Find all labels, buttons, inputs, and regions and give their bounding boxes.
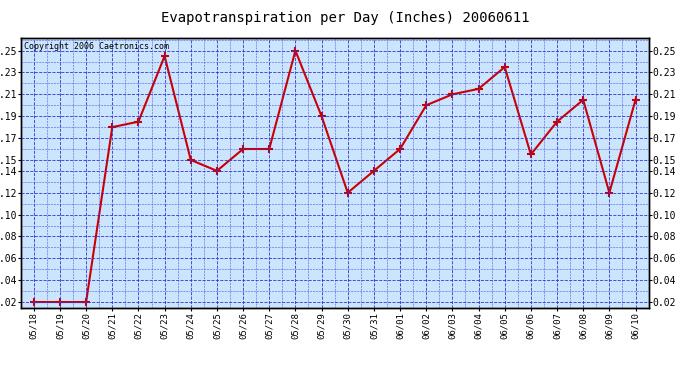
Text: Evapotranspiration per Day (Inches) 20060611: Evapotranspiration per Day (Inches) 2006… <box>161 11 529 25</box>
Text: Copyright 2006 Caetronics.com: Copyright 2006 Caetronics.com <box>24 42 169 51</box>
